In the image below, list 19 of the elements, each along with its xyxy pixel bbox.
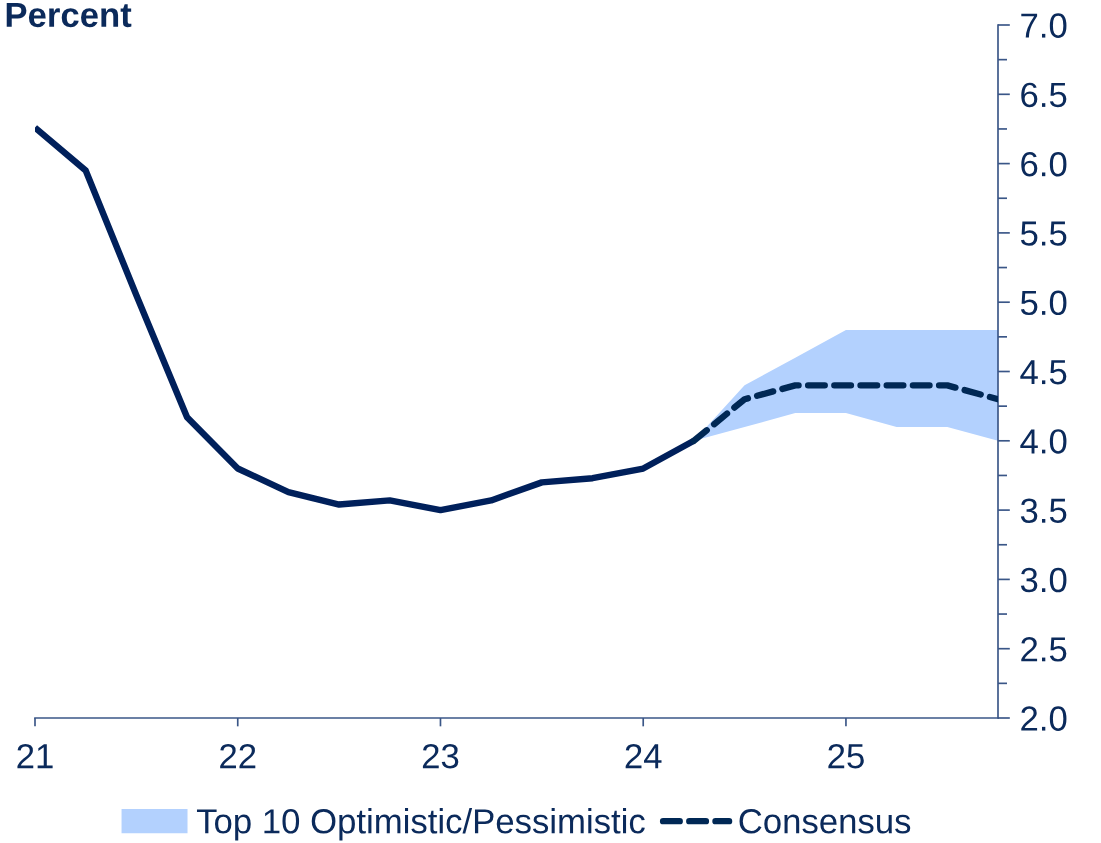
legend-label: Consensus: [739, 809, 911, 834]
y-tick-label: 4.5: [1020, 360, 1067, 385]
x-tick-label: 25: [828, 743, 864, 769]
y-tick-label: 5.5: [1020, 221, 1067, 246]
y-tick-label: 4.0: [1020, 429, 1067, 454]
legend-label: Top 10 Optimistic/Pessimistic: [196, 808, 645, 841]
x-tick-label: 21: [17, 743, 53, 769]
y-tick-label: 3.0: [1020, 567, 1067, 593]
chart-title: Percent: [6, 2, 132, 28]
y-tick-label: 6.0: [1021, 151, 1067, 177]
x-tick-label: 24: [625, 743, 662, 769]
x-tick-label: 23: [422, 743, 459, 769]
y-tick-label: 7.0: [1021, 13, 1067, 38]
y-tick-label: 3.5: [1020, 498, 1067, 524]
y-tick-label: 2.5: [1021, 637, 1067, 662]
y-tick-label: 5.0: [1020, 290, 1067, 316]
y-tick-label: 6.5: [1021, 82, 1067, 108]
y-tick-label: 2.0: [1021, 706, 1067, 731]
x-tick-label: 22: [220, 743, 256, 769]
